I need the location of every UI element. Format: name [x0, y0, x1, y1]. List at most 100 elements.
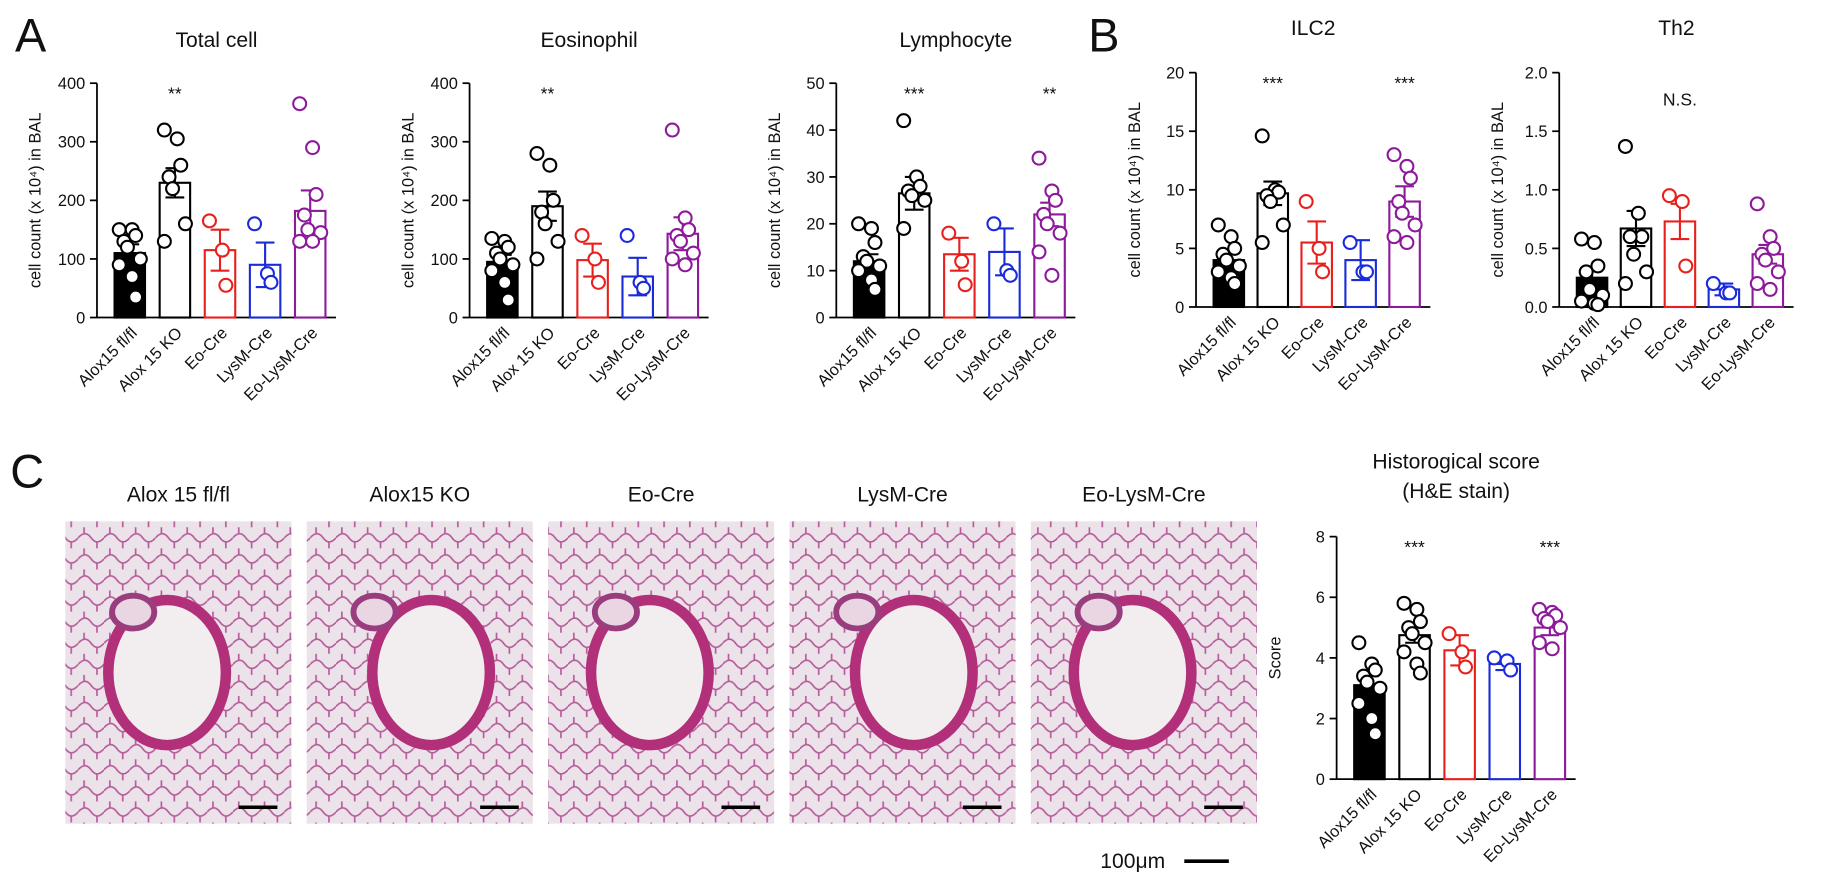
bar [158, 181, 192, 319]
data-point [128, 228, 144, 244]
data-point [484, 263, 500, 279]
significance: *** [1404, 537, 1425, 557]
y-axis-label: Score [1266, 636, 1284, 679]
data-point [1574, 231, 1590, 247]
y-axis-label: cell count (x 10⁴) in BAL [766, 113, 784, 289]
y-tick-label: 0.0 [1525, 299, 1548, 317]
data-point [957, 277, 973, 293]
data-point [1367, 662, 1383, 678]
data-point [1364, 711, 1380, 727]
y-tick-label: 20 [1166, 65, 1184, 83]
data-point [550, 233, 566, 249]
data-point [214, 242, 230, 258]
data-point [1417, 635, 1433, 651]
data-point [1002, 267, 1018, 283]
data-point [1231, 258, 1247, 274]
y-tick-label: 10 [806, 263, 824, 281]
data-point [1386, 229, 1402, 245]
chart: Historogical score(H&E stain)Score02468A… [1266, 451, 1576, 866]
data-point [1367, 726, 1383, 742]
data-point [173, 157, 189, 173]
data-point [1582, 281, 1598, 297]
panel-label: B [1088, 10, 1119, 62]
y-tick-label: 200 [430, 192, 457, 210]
data-point [1578, 264, 1594, 280]
data-point [1275, 217, 1291, 233]
data-point [574, 228, 590, 244]
data-point [128, 289, 144, 305]
data-point [672, 233, 688, 249]
data-point [1412, 614, 1428, 630]
data-point [124, 269, 140, 285]
data-point [1617, 138, 1633, 154]
data-point [636, 280, 652, 296]
data-point [1441, 626, 1457, 642]
data-point [263, 274, 279, 290]
data-point [1052, 225, 1068, 241]
data-point [1617, 276, 1633, 292]
data-point [1674, 194, 1690, 210]
data-point [1458, 659, 1474, 675]
data-point [484, 230, 500, 246]
data-point [1315, 264, 1331, 280]
y-tick-label: 0.5 [1525, 240, 1548, 258]
data-point [111, 257, 127, 273]
data-point [872, 258, 888, 274]
data-point [1407, 217, 1423, 233]
vessel [1074, 592, 1123, 632]
data-point [1351, 695, 1367, 711]
vessel [350, 592, 399, 632]
data-point [1047, 192, 1063, 208]
data-point [500, 292, 516, 308]
chart: Total cell cell count (x 10⁴) in BAL 0 100 2… [27, 29, 336, 405]
data-point [1298, 194, 1314, 210]
data-point [1503, 662, 1519, 678]
chart: Lymphocyte cell count (x 10⁴) in BAL 0 10 20… [766, 29, 1076, 405]
data-point [681, 222, 697, 238]
micrograph-title: Eo-Cre [628, 483, 695, 506]
data-point [587, 251, 603, 267]
data-point [497, 274, 513, 290]
significance: ** [541, 84, 555, 104]
chart-title: Historogical score [1372, 451, 1540, 474]
data-point [1351, 635, 1367, 651]
micrographs: Alox 15 fl/fl Alox15 KO Eo-Cre LysM-Cre Eo-L… [65, 483, 1257, 824]
data-point [296, 207, 312, 223]
micrograph-title: Eo-LysM-Cre [1082, 483, 1205, 506]
data-point [1590, 258, 1606, 274]
y-tick-label: 0 [449, 309, 458, 327]
chart: Eosinophil cell count (x 10⁴) in BAL 0 100 2… [399, 29, 709, 405]
data-point [1031, 150, 1047, 166]
data-point [954, 253, 970, 269]
chart-title: Th2 [1658, 17, 1694, 40]
data-point [156, 233, 172, 249]
y-tick-label: 0 [76, 309, 85, 327]
data-point [492, 251, 508, 267]
y-tick-label: 30 [806, 169, 824, 187]
data-point [1454, 644, 1470, 660]
data-point [177, 216, 193, 232]
y-tick-label: 4 [1316, 650, 1325, 668]
data-point [505, 257, 521, 273]
y-tick-label: 200 [58, 192, 85, 210]
data-point [1399, 235, 1415, 251]
data-point [1770, 264, 1786, 280]
data-point [201, 213, 217, 229]
data-point [1749, 196, 1765, 212]
data-point [1227, 240, 1243, 256]
data-point [1044, 267, 1060, 283]
data-point [941, 225, 957, 241]
data-point [896, 113, 912, 129]
data-point [677, 257, 693, 273]
y-axis-label: cell count (x 10⁴) in BAL [1489, 102, 1507, 278]
micrograph-title: Alox15 KO [369, 483, 470, 506]
data-point [529, 251, 545, 267]
panel-label: C [10, 445, 44, 497]
data-point [537, 216, 553, 232]
data-point [1412, 665, 1428, 681]
data-point [1402, 170, 1418, 186]
annotation: N.S. [1663, 89, 1697, 109]
data-point [664, 122, 680, 138]
significance: *** [1263, 73, 1284, 93]
